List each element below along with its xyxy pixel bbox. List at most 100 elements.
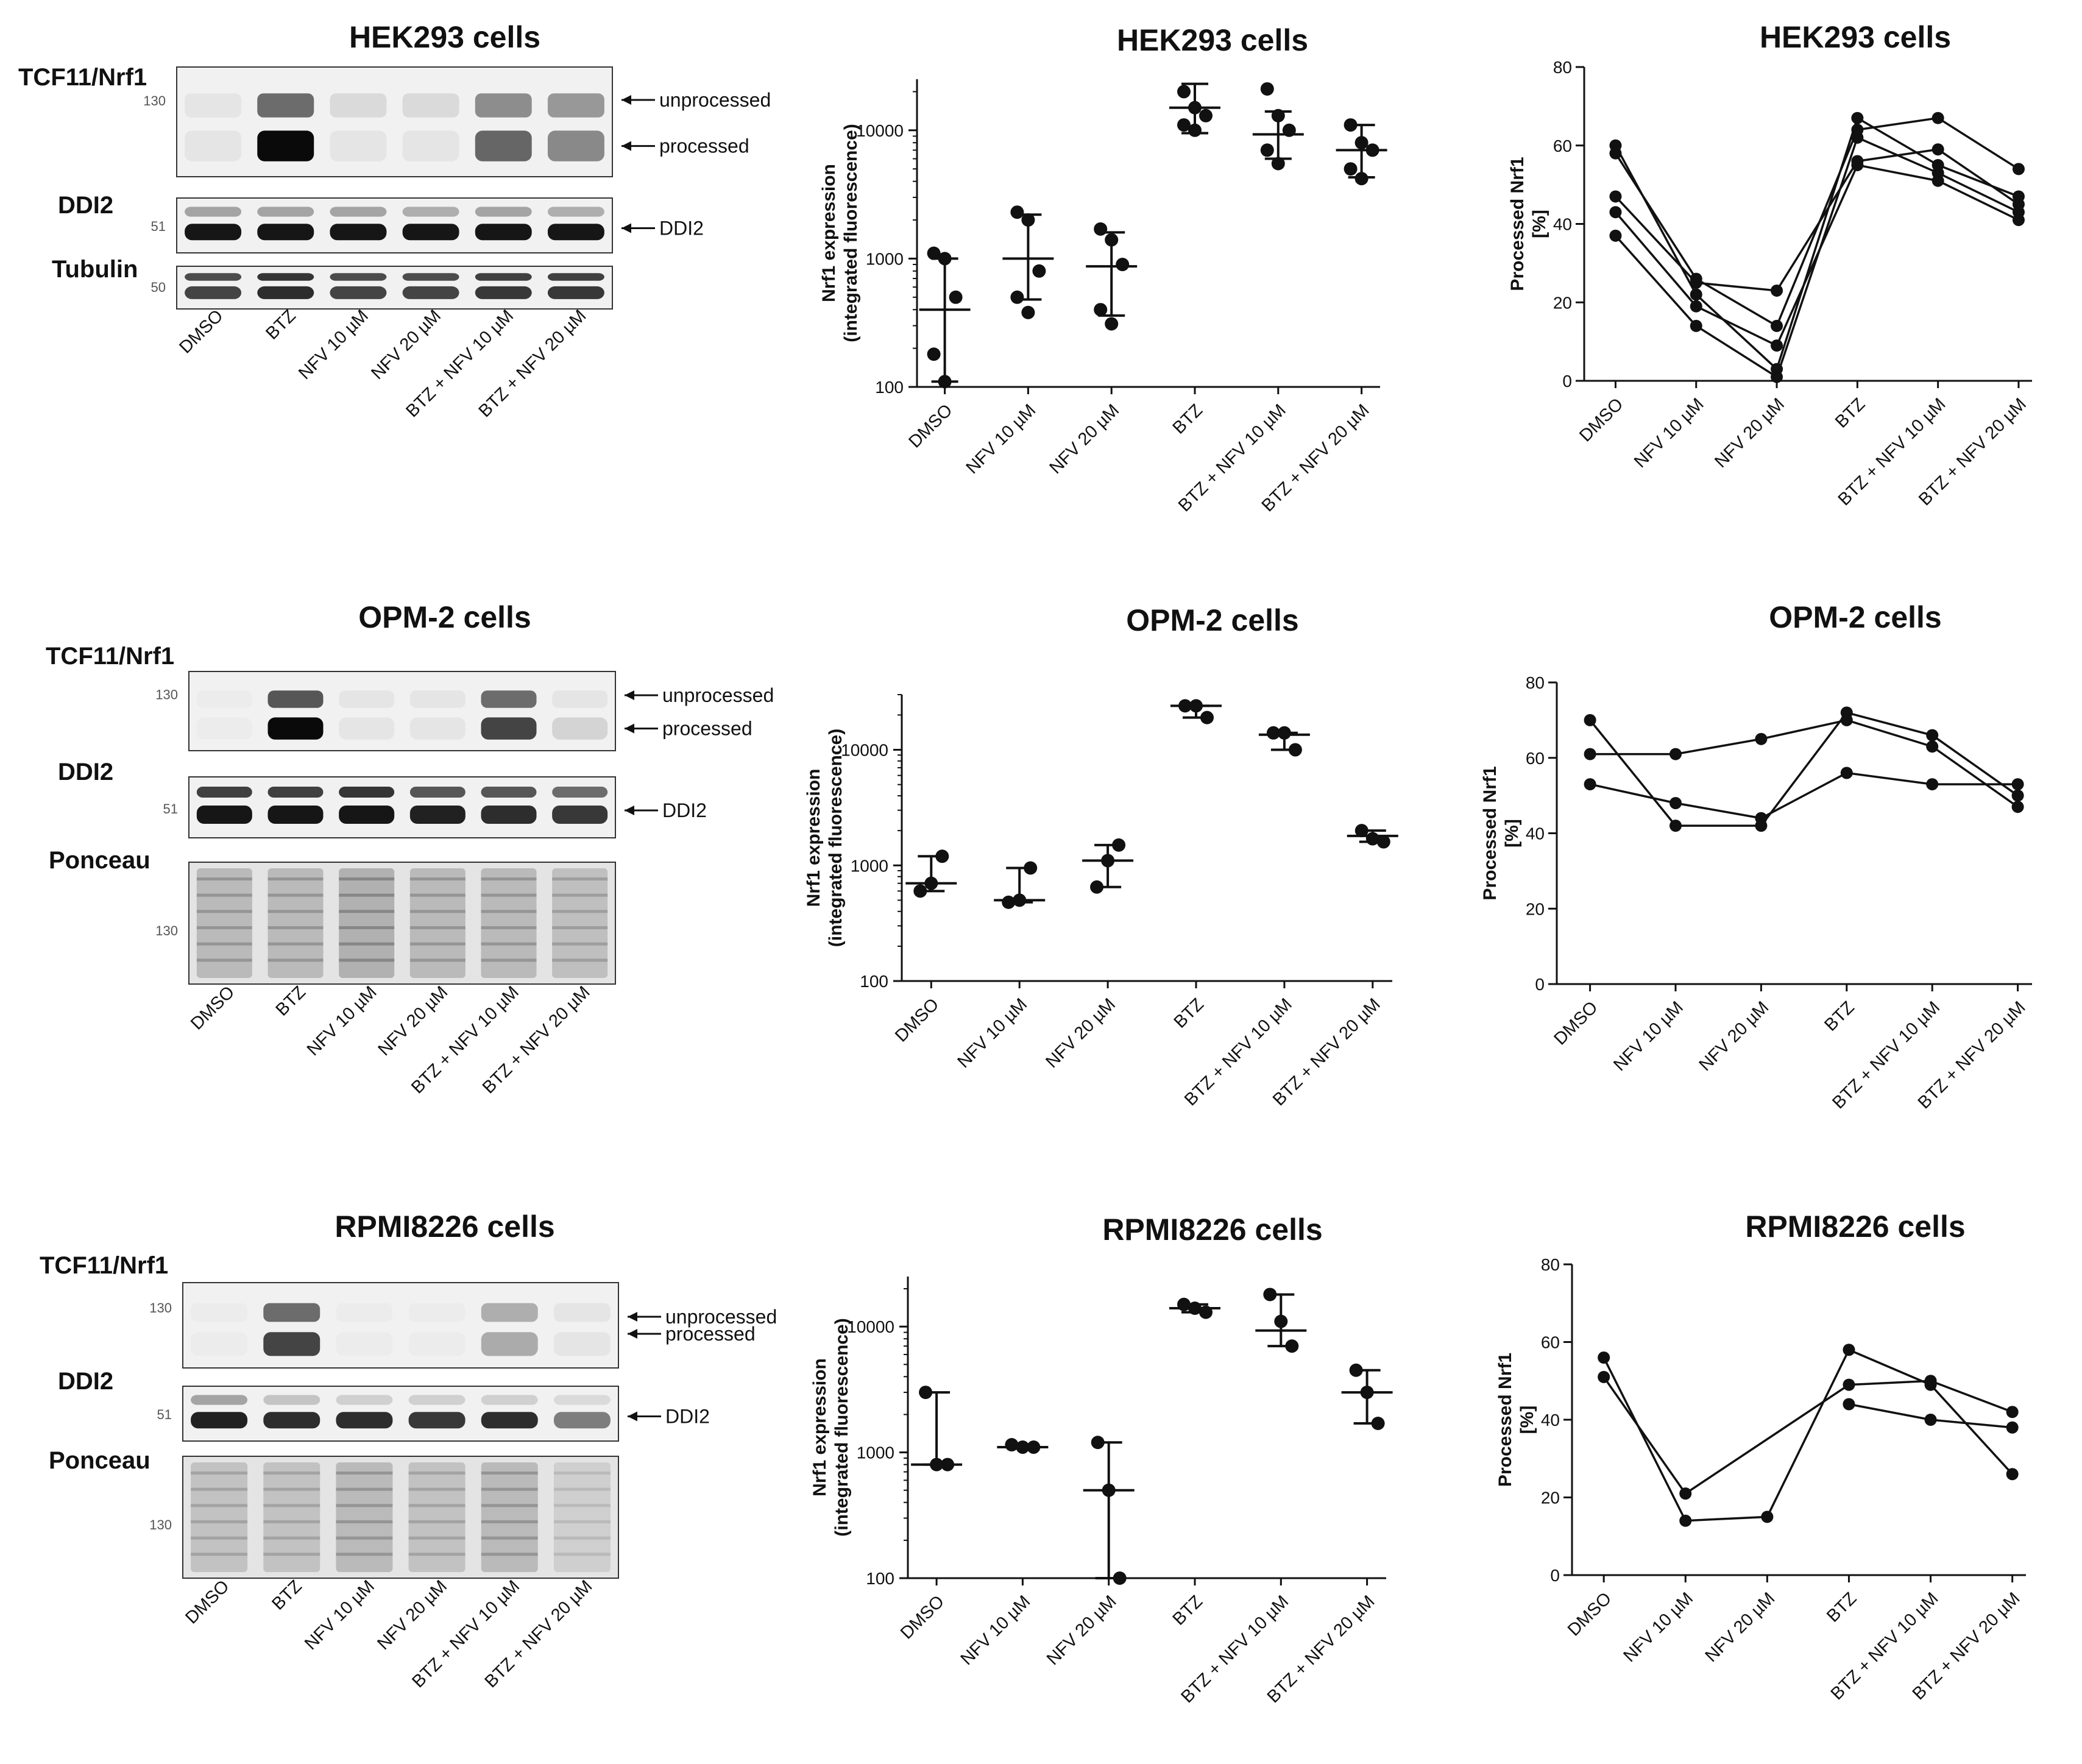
blot-band-upper (257, 93, 314, 118)
data-point (1932, 112, 1944, 124)
y-tick-label: 20 (1553, 293, 1572, 312)
expression-x-tick-label: DMSO (905, 400, 956, 452)
data-point (1771, 319, 1783, 332)
data-point (2012, 163, 2025, 175)
data-point (1755, 812, 1768, 824)
ponceau-lane (481, 868, 537, 978)
ponceau-stripe (408, 1553, 466, 1556)
series-line (1615, 148, 2019, 292)
ponceau-stripe (553, 1472, 611, 1475)
blot-band-lower (553, 1412, 611, 1429)
blot-lane-tick-label: BTZ (262, 306, 299, 343)
blot-band-lower (197, 717, 252, 739)
data-point (1360, 1386, 1374, 1400)
western-blot-1: HEK293 cells TCF11/Nrf1 130 unprocessed proc… (18, 20, 771, 421)
band-arrow-icon (625, 690, 634, 700)
processed-x-tick-label: NFV 10 µM (1631, 394, 1708, 472)
data-point (1116, 258, 1130, 272)
data-point (1271, 108, 1285, 122)
y-axis-label: Nrf1 expression (804, 769, 824, 907)
blot-lane-tick-label: NFV 10 µM (301, 1576, 378, 1654)
data-point (1851, 131, 1864, 144)
data-point (1851, 112, 1864, 124)
data-point (1200, 710, 1214, 724)
data-point (1189, 699, 1203, 713)
data-point (1005, 1438, 1019, 1452)
blot-band-lower (475, 224, 532, 241)
data-point (1354, 172, 1369, 186)
ponceau-lane (263, 1462, 320, 1572)
ponceau-stripe (191, 1553, 248, 1556)
data-point (1105, 233, 1119, 247)
blot-membrane (188, 862, 616, 985)
blot-band-lower (267, 806, 324, 824)
blot-band-lower (257, 224, 314, 241)
blot-band-upper (553, 1395, 611, 1405)
blot-band-upper (330, 273, 387, 281)
data-point (1755, 732, 1768, 745)
blot-membrane (182, 1282, 619, 1369)
ponceau-stripe (191, 1536, 248, 1540)
ponceau-stripe (408, 1504, 466, 1507)
data-point (1584, 778, 1596, 791)
data-point (1598, 1351, 1610, 1364)
data-point (1016, 1440, 1030, 1454)
y-tick-label: 100 (866, 1569, 894, 1588)
data-point (1679, 1487, 1692, 1500)
blot-band-lower (481, 1332, 538, 1356)
ponceau-lane (552, 868, 608, 978)
data-point (1365, 143, 1379, 157)
data-point (1376, 835, 1390, 849)
series-line (1615, 136, 2019, 379)
ponceau-lane (409, 868, 466, 978)
chart-title: RPMI8226 cells (1102, 1213, 1322, 1247)
blot-title: OPM-2 cells (358, 600, 531, 634)
blot-band-lower (196, 806, 252, 824)
data-point (2011, 778, 2024, 791)
blot-band-lower (475, 286, 532, 299)
ponceau-stripe (267, 958, 324, 962)
blot-band-upper (409, 1303, 466, 1322)
ponceau-stripe (196, 958, 252, 962)
band-arrow-icon (621, 223, 631, 233)
band-arrow-label: DDI2 (665, 1406, 710, 1428)
ponceau-lane (481, 1462, 538, 1572)
blot-band-lower (191, 1332, 247, 1356)
ponceau-stripe (336, 1487, 393, 1491)
y-tick-label: 20 (1526, 899, 1545, 918)
data-point (1021, 305, 1035, 319)
western-blot-3: RPMI8226 cells TCF11/Nrf1 130 unprocessedpr… (40, 1210, 777, 1691)
data-point (1690, 277, 1702, 289)
y-tick-label: 40 (1541, 1411, 1560, 1429)
expression-x-tick-label: NFV 20 µM (1046, 400, 1123, 478)
ponceau-stripe (481, 1472, 538, 1475)
blot-panel-label: TCF11/Nrf1 (18, 64, 147, 91)
band-arrow-label: DDI2 (659, 218, 704, 239)
data-point (1609, 147, 1622, 160)
y-tick-label: 40 (1553, 215, 1572, 234)
blot-lane-tick-label: DMSO (182, 1576, 233, 1628)
blot-band-upper (197, 690, 252, 708)
ponceau-stripe (196, 910, 252, 913)
data-point (1177, 118, 1191, 132)
blot-band-upper (263, 1303, 320, 1322)
blot-band-upper (475, 207, 532, 217)
y-tick-label: 60 (1541, 1333, 1560, 1352)
y-tick-label: 100 (875, 378, 904, 397)
data-point (1840, 706, 1853, 719)
ponceau-stripe (267, 877, 324, 880)
data-point (1274, 1314, 1288, 1328)
blot-membrane (188, 671, 616, 751)
ponceau-stripe (552, 926, 608, 929)
expression-x-tick-label: DMSO (897, 1592, 948, 1643)
data-point (1365, 832, 1379, 846)
ponceau-stripe (263, 1520, 320, 1523)
data-point (1669, 797, 1682, 809)
blot-band-lower (481, 717, 537, 740)
blot-band-upper (552, 787, 608, 798)
data-point (927, 246, 941, 260)
ponceau-stripe (336, 1504, 393, 1507)
